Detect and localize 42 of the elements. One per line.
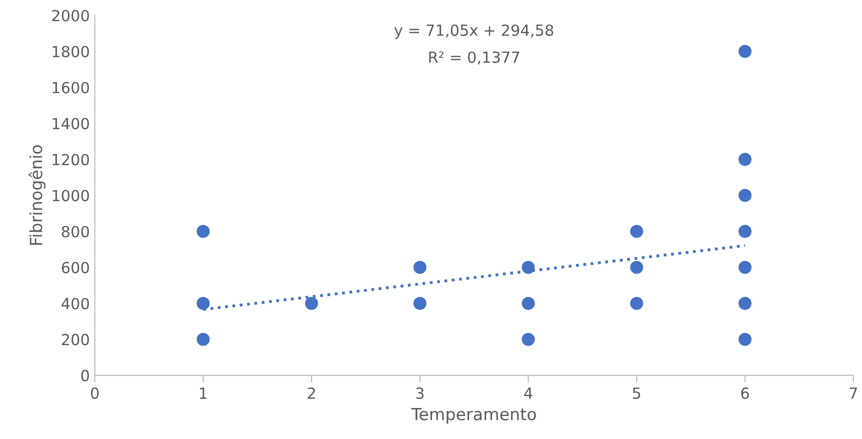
point: [738, 260, 752, 274]
y-tick-label: 1400: [52, 118, 89, 130]
point: [738, 188, 752, 202]
point: [630, 260, 644, 274]
y-tick-label: 1000: [52, 190, 89, 202]
point: [196, 296, 210, 310]
x-tick-label: 1: [200, 388, 207, 399]
y-axis-title: Fibrinogênio: [28, 145, 46, 245]
x-tick-label: 6: [741, 387, 749, 399]
point: [630, 296, 644, 310]
x-axis-title: Temperamento: [411, 408, 536, 424]
y-tick-label: 0: [81, 370, 89, 382]
point: [413, 260, 426, 274]
annotation: y = 71,05x + 294,58: [394, 24, 554, 39]
annotation: R² = 0,1377: [429, 51, 520, 65]
x-tick-label: 7: [850, 388, 857, 399]
point: [522, 296, 535, 310]
y-tick-label: 200: [62, 334, 89, 346]
point: [738, 224, 752, 238]
y-tick-label: 600: [62, 262, 89, 274]
point: [630, 224, 644, 238]
point: [738, 152, 752, 166]
point: [305, 296, 318, 310]
x-tick-label: 2: [308, 387, 315, 399]
y-tick-label: 1200: [52, 154, 89, 166]
point: [738, 44, 752, 58]
point: [196, 332, 210, 346]
x-tick-label: 0: [90, 387, 99, 399]
point: [522, 332, 535, 346]
x-tick-label: 5: [632, 388, 640, 399]
point: [196, 224, 210, 238]
y-tick-label: 400: [62, 298, 89, 310]
point: [413, 296, 426, 310]
point: [738, 332, 752, 346]
y-tick-label: 1800: [52, 46, 89, 58]
y-tick-label: 1600: [52, 82, 89, 94]
point: [522, 260, 535, 274]
y-tick-label: 800: [62, 226, 89, 238]
x-tick-label: 3: [416, 387, 424, 399]
point: [738, 296, 752, 310]
y-tick-label: 2000: [52, 10, 89, 22]
x-tick-label: 4: [524, 388, 532, 399]
